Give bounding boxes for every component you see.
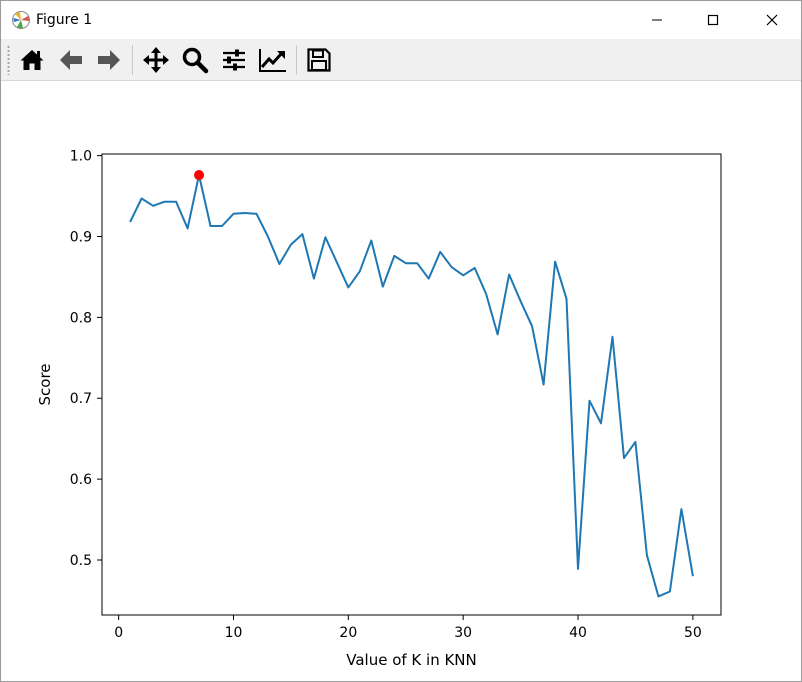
x-axis: 0 10 20 30 40 50 bbox=[114, 615, 702, 641]
minimize-icon bbox=[651, 14, 663, 26]
best-k-point bbox=[194, 170, 205, 181]
toolbar-grip[interactable] bbox=[7, 45, 10, 75]
navigation-toolbar bbox=[1, 39, 801, 81]
pan-button[interactable] bbox=[139, 43, 173, 77]
y-tick-label: 0.6 bbox=[70, 472, 92, 488]
back-button[interactable] bbox=[54, 43, 88, 77]
edit-axis-button[interactable] bbox=[256, 43, 290, 77]
x-tick-label: 10 bbox=[225, 625, 243, 641]
x-tick-label: 20 bbox=[339, 625, 357, 641]
title-bar[interactable]: Figure 1 bbox=[1, 1, 801, 39]
figure-canvas[interactable]: 0 10 20 30 40 50 0.5 0.6 0.7 0.8 0.9 1.0 Value of … bbox=[1, 81, 801, 681]
forward-button[interactable] bbox=[92, 43, 126, 77]
close-icon bbox=[766, 14, 778, 26]
toolbar-separator bbox=[132, 45, 133, 75]
y-axis: 0.5 0.6 0.7 0.8 0.9 1.0 bbox=[70, 149, 102, 569]
home-button[interactable] bbox=[15, 43, 49, 77]
x-tick-label: 50 bbox=[684, 625, 702, 641]
magnifier-icon bbox=[181, 46, 209, 74]
y-tick-label: 0.5 bbox=[70, 553, 92, 569]
x-tick-label: 0 bbox=[114, 625, 123, 641]
maximize-button[interactable] bbox=[685, 1, 741, 39]
minimize-button[interactable] bbox=[629, 1, 685, 39]
y-tick-label: 1.0 bbox=[70, 149, 92, 165]
line-chart-icon bbox=[258, 46, 288, 74]
y-axis-label: Score bbox=[36, 363, 54, 405]
save-button[interactable] bbox=[302, 43, 336, 77]
zoom-button[interactable] bbox=[178, 43, 212, 77]
floppy-disk-icon bbox=[306, 47, 332, 73]
x-tick-label: 40 bbox=[569, 625, 587, 641]
x-tick-label: 30 bbox=[454, 625, 472, 641]
close-button[interactable] bbox=[744, 1, 800, 39]
series-line bbox=[129, 174, 694, 598]
arrow-left-icon bbox=[58, 47, 84, 73]
move-icon bbox=[142, 46, 170, 74]
y-tick-label: 0.9 bbox=[70, 229, 92, 245]
x-axis-label: Value of K in KNN bbox=[346, 651, 477, 669]
axes-frame bbox=[101, 153, 722, 616]
home-icon bbox=[19, 47, 45, 73]
arrow-right-icon bbox=[96, 47, 122, 73]
plot-series bbox=[129, 170, 694, 598]
y-tick-label: 0.7 bbox=[70, 391, 92, 407]
line-chart: 0 10 20 30 40 50 0.5 0.6 0.7 0.8 0.9 1.0 Value of … bbox=[36, 149, 722, 669]
configure-subplots-button[interactable] bbox=[217, 43, 251, 77]
matplotlib-icon bbox=[11, 10, 31, 30]
toolbar-separator bbox=[296, 45, 297, 75]
maximize-icon bbox=[707, 14, 719, 26]
window-title: Figure 1 bbox=[36, 12, 93, 28]
y-tick-label: 0.8 bbox=[70, 310, 92, 326]
sliders-icon bbox=[220, 46, 248, 74]
